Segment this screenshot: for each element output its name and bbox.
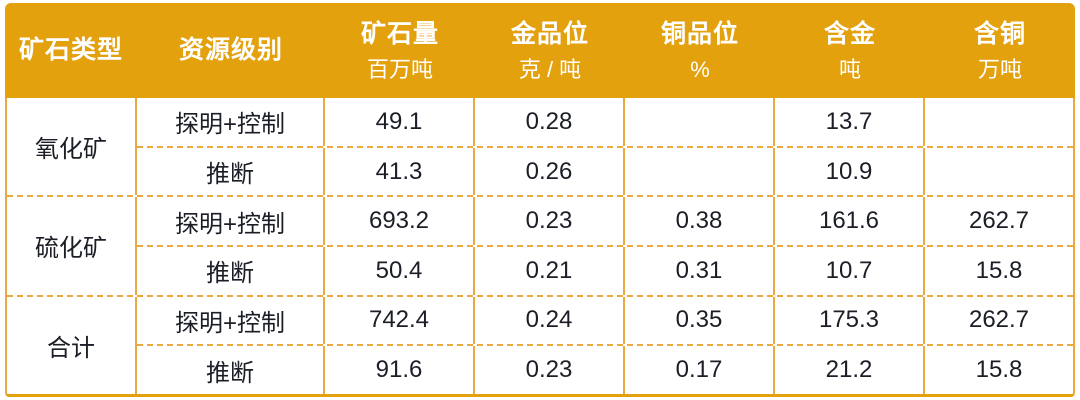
cell-contained-copper: 15.8 (975, 356, 1023, 384)
cell-ore-quantity: 91.6 (325, 346, 475, 394)
header-ore-type: 矿石类型 (5, 3, 137, 98)
table-row: 探明+控制 742.4 0.24 0.35 175.3 262.7 (137, 296, 1073, 345)
mineral-resources-table: 矿石类型 资源级别 矿石量 百万吨 金品位 克 / 吨 铜品位 % 含金 吨 含… (5, 3, 1075, 397)
header-unit: 百万吨 (366, 56, 433, 82)
cell-resource-level: 探明+控制 (137, 197, 325, 245)
cell-contained-copper: 262.7 (968, 306, 1030, 334)
cell-copper-grade: 0.38 (625, 197, 775, 245)
cell-gold-grade: 0.23 (475, 197, 625, 245)
cell-contained-gold: 21.2 (775, 346, 925, 394)
header-label: 矿石量 (360, 20, 439, 49)
cell-ore-quantity: 49.1 (325, 98, 475, 146)
header-contained-copper: 含铜 万吨 (925, 3, 1075, 98)
header-unit: % (690, 56, 710, 82)
header-gold-grade: 金品位 克 / 吨 (475, 3, 625, 98)
cell-contained-gold: 13.7 (775, 98, 925, 146)
cell-resource-level: 探明+控制 (137, 98, 325, 146)
group-label: 硫化矿 (7, 197, 137, 295)
header-resource-level: 资源级别 (137, 3, 325, 98)
table-row: 推断 91.6 0.23 0.17 21.2 15.8 (137, 344, 1073, 394)
cell-ore-quantity: 742.4 (325, 296, 475, 345)
cell-copper-grade: 0.31 (625, 247, 775, 295)
header-copper-grade: 铜品位 % (625, 3, 775, 98)
cell-contained-copper: 15.8 (975, 256, 1023, 284)
cell-resource-level: 推断 (137, 346, 325, 394)
cell-gold-grade: 0.23 (475, 346, 625, 394)
cell-copper-grade: 0.17 (625, 346, 775, 394)
header-ore-quantity: 矿石量 百万吨 (325, 3, 475, 98)
cell-resource-level: 探明+控制 (137, 296, 325, 345)
header-contained-gold: 含金 吨 (775, 3, 925, 98)
cell-contained-gold: 161.6 (775, 197, 925, 245)
group-rows: 探明+控制 693.2 0.23 0.38 161.6 262.7 推断 50.… (137, 197, 1073, 295)
cell-gold-grade: 0.24 (475, 296, 625, 345)
group-label: 氧化矿 (7, 98, 137, 196)
cell-gold-grade: 0.26 (475, 147, 625, 196)
table-row: 探明+控制 693.2 0.23 0.38 161.6 262.7 (137, 197, 1073, 245)
cell-gold-grade: 0.28 (475, 98, 625, 146)
cell-resource-level: 推断 (137, 147, 325, 196)
header-unit: 吨 (838, 56, 861, 82)
group-rows: 探明+控制 49.1 0.28 13.7 推断 41.3 0.26 10.9 (137, 98, 1073, 196)
group-label: 合计 (7, 296, 137, 394)
cell-contained-gold: 10.7 (775, 247, 925, 295)
header-label: 资源级别 (178, 36, 283, 65)
cell-contained-gold: 175.3 (775, 296, 925, 345)
cell-contained-gold: 10.9 (775, 147, 925, 196)
group-rows: 探明+控制 742.4 0.24 0.35 175.3 262.7 推断 91.… (137, 296, 1073, 394)
cell-ore-quantity: 693.2 (325, 197, 475, 245)
header-label: 含金 (823, 20, 876, 49)
cell-contained-copper (925, 148, 1073, 196)
header-label: 金品位 (510, 20, 589, 49)
group-sulfide-ore: 硫化矿 探明+控制 693.2 0.23 0.38 161.6 262.7 推断… (7, 195, 1073, 295)
cell-resource-level: 推断 (137, 247, 325, 295)
cell-copper-grade: 0.35 (625, 296, 775, 345)
cell-copper-grade (625, 147, 775, 196)
cell-gold-grade: 0.21 (475, 247, 625, 295)
header-label: 铜品位 (660, 20, 739, 49)
table-row: 推断 50.4 0.21 0.31 10.7 15.8 (137, 245, 1073, 295)
cell-contained-copper (925, 98, 1073, 146)
table-body: 氧化矿 探明+控制 49.1 0.28 13.7 推断 41.3 0.26 10… (5, 98, 1075, 397)
header-label: 矿石类型 (18, 36, 123, 65)
header-label: 含铜 (973, 20, 1026, 49)
cell-copper-grade (625, 98, 775, 146)
cell-ore-quantity: 41.3 (325, 147, 475, 196)
table-row: 探明+控制 49.1 0.28 13.7 (137, 98, 1073, 146)
table-header-row: 矿石类型 资源级别 矿石量 百万吨 金品位 克 / 吨 铜品位 % 含金 吨 含… (5, 3, 1075, 98)
group-total: 合计 探明+控制 742.4 0.24 0.35 175.3 262.7 推断 … (7, 294, 1073, 394)
group-oxide-ore: 氧化矿 探明+控制 49.1 0.28 13.7 推断 41.3 0.26 10… (7, 98, 1073, 196)
table-row: 推断 41.3 0.26 10.9 (137, 145, 1073, 196)
header-unit: 克 / 吨 (518, 56, 582, 82)
cell-contained-copper: 262.7 (968, 207, 1030, 235)
cell-ore-quantity: 50.4 (325, 247, 475, 295)
header-unit: 万吨 (977, 56, 1022, 82)
